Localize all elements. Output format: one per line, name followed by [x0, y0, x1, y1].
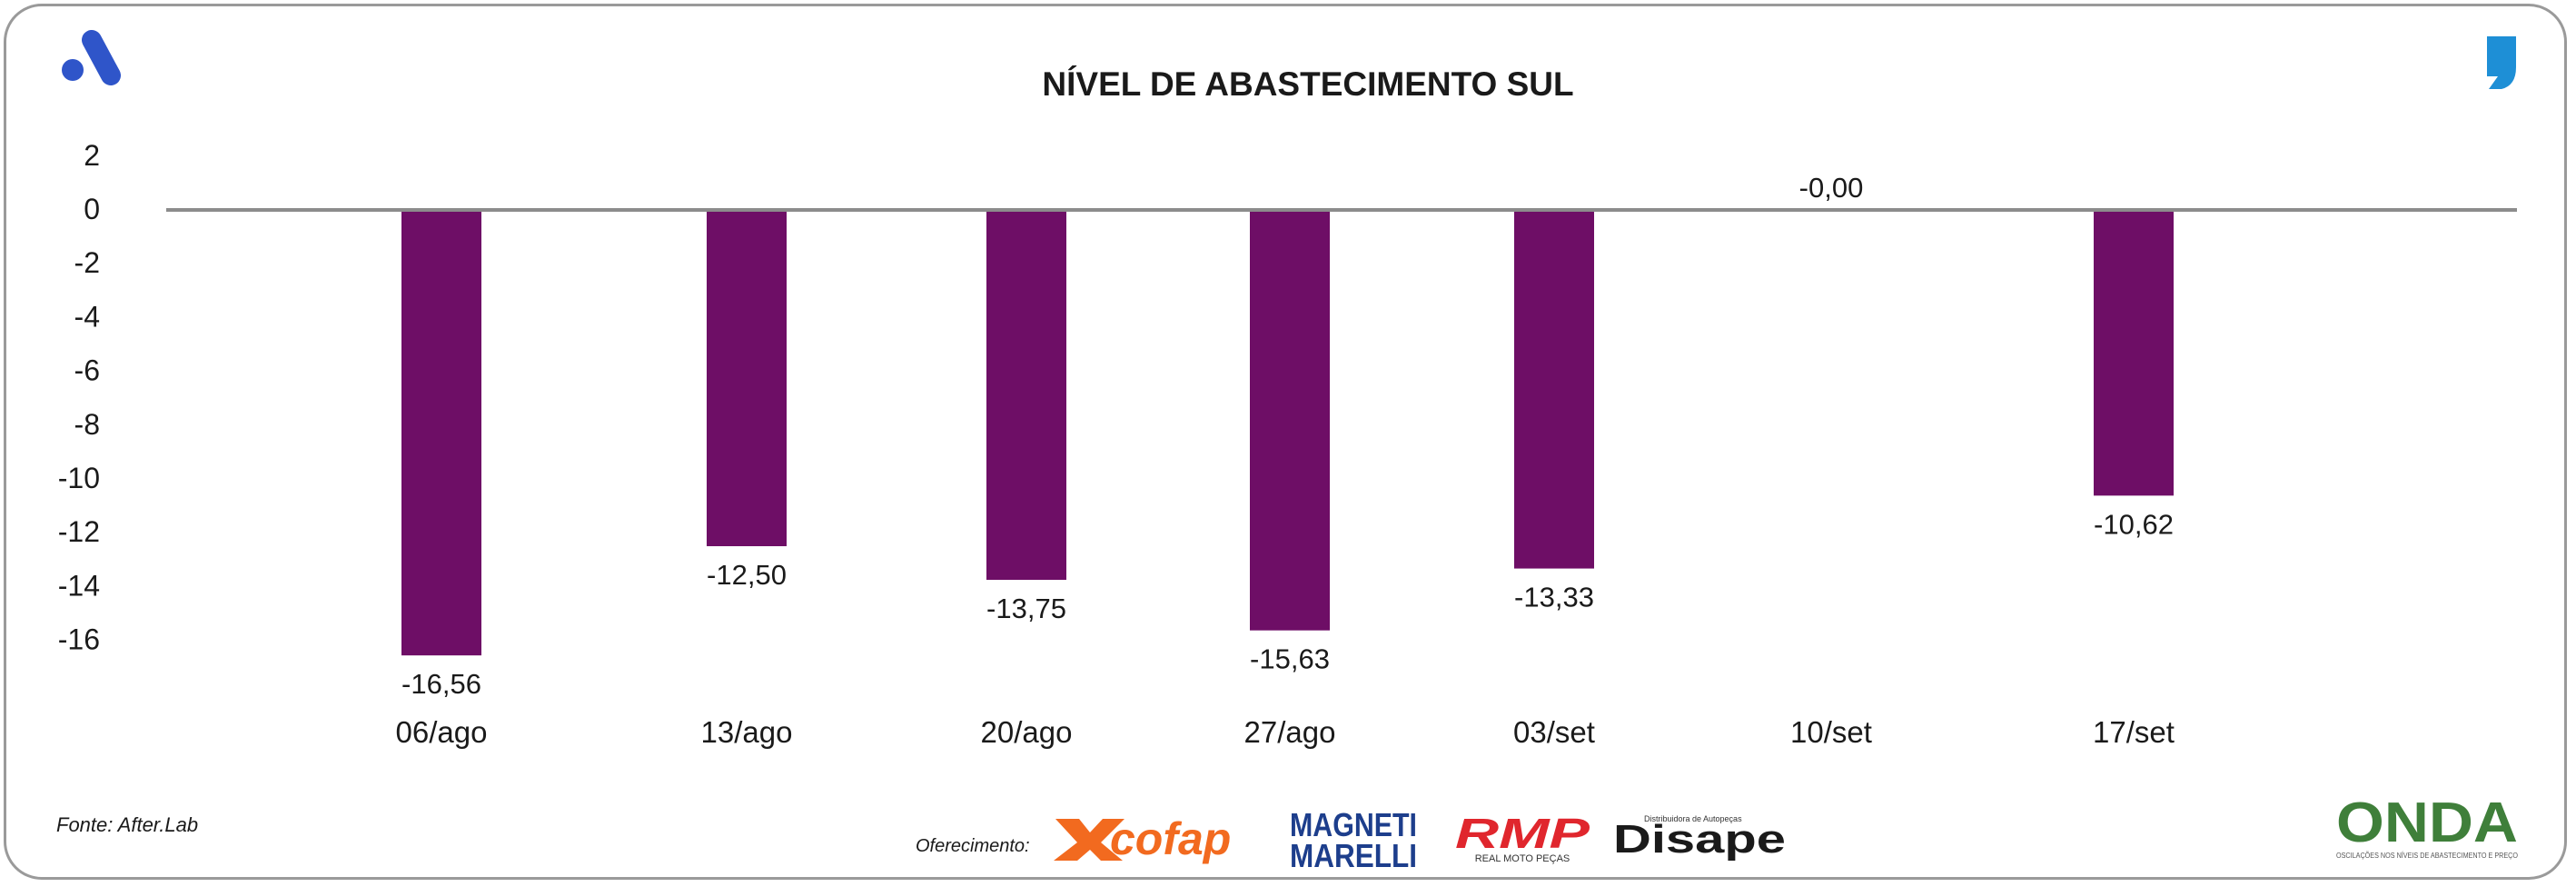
bar: [1250, 210, 1330, 631]
data-label: -13,75: [986, 593, 1066, 624]
onda-tagline: OSCILAÇÕES NOS NÍVEIS DE ABASTECIMENTO E…: [2336, 852, 2518, 860]
y-tick-label: -8: [74, 408, 100, 441]
sponsor-label: Oferecimento:: [916, 836, 1030, 856]
x-tick-label: 17/set: [2093, 715, 2175, 749]
disape-text: Disape: [1613, 817, 1786, 862]
rmp-logo: RMP REAL MOTO PEÇAS: [1455, 810, 1590, 864]
y-tick-label: -4: [74, 300, 100, 333]
y-tick-label: -10: [58, 462, 100, 494]
y-tick-label: -6: [74, 354, 100, 387]
x-tick-label: 20/ago: [981, 715, 1073, 749]
disape-tagline: Distribuidora de Autopeças: [1644, 814, 1742, 823]
source-note: Fonte: After.Lab: [56, 813, 198, 836]
y-tick-label: -2: [74, 246, 100, 279]
y-tick-label: -12: [58, 515, 100, 548]
bar: [986, 210, 1066, 580]
data-label: -0,00: [1799, 172, 1864, 204]
bar: [401, 210, 481, 656]
y-tick-label: -16: [58, 623, 100, 656]
y-tick-label: -14: [58, 569, 100, 602]
x-tick-label: 03/set: [1513, 715, 1595, 749]
data-labels: -16,56 -12,50 -13,75 -15,63 -13,33 -0,00 -10,6…: [401, 172, 2174, 700]
data-label: -12,50: [707, 559, 787, 591]
y-tick-label: 0: [84, 193, 100, 225]
bars-group: [401, 210, 2174, 656]
data-label: -16,56: [401, 668, 481, 700]
y-axis: 2 0 -2 -4 -6 -8 -10 -12 -14 -16: [58, 139, 100, 656]
cofap-logo: cofap: [1054, 813, 1231, 864]
data-label: -10,62: [2094, 508, 2174, 540]
x-tick-label: 27/ago: [1244, 715, 1336, 749]
magneti-marelli-logo: MAGNETI MARELLI: [1290, 806, 1417, 874]
x-tick-label: 06/ago: [396, 715, 488, 749]
data-label: -13,33: [1514, 582, 1594, 613]
x-tick-label: 13/ago: [701, 715, 793, 749]
marelli-text: MARELLI: [1290, 837, 1417, 874]
cofap-x-icon: [1054, 819, 1125, 861]
bar: [707, 210, 787, 546]
x-tick-label: 10/set: [1790, 715, 1872, 749]
onda-logo: ONDA OSCILAÇÕES NOS NÍVEIS DE ABASTECIME…: [2336, 792, 2518, 860]
x-axis: 06/ago 13/ago 20/ago 27/ago 03/set 10/set 17/s…: [396, 715, 2175, 749]
rmp-subtitle: REAL MOTO PEÇAS: [1475, 853, 1570, 864]
magneti-text: MAGNETI: [1290, 806, 1417, 843]
quote-icon: [2487, 36, 2516, 89]
data-label: -15,63: [1250, 643, 1330, 675]
chart-title: NÍVEL DE ABASTECIMENTO SUL: [1042, 65, 1573, 103]
rmp-text: RMP: [1455, 810, 1590, 857]
disape-logo: Distribuidora de Autopeças Disape: [1613, 814, 1786, 862]
cofap-text: cofap: [1110, 813, 1231, 864]
y-tick-label: 2: [84, 139, 100, 172]
brand-logo-icon: [62, 30, 121, 85]
bar: [1514, 210, 1594, 569]
onda-text: ONDA: [2336, 792, 2518, 854]
bar: [2094, 210, 2174, 496]
